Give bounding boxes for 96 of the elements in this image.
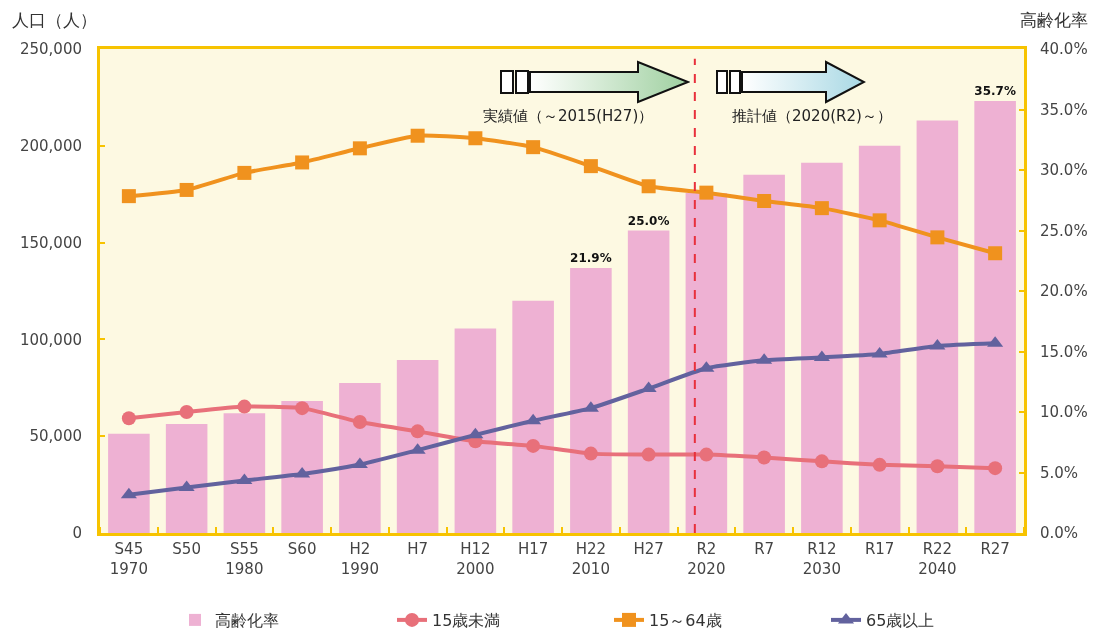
bar (396, 359, 439, 533)
x-tick-label: R27 (980, 540, 1010, 558)
point (295, 401, 310, 416)
x-tick-label: H7 (407, 540, 429, 558)
point (410, 424, 425, 439)
point (525, 413, 542, 425)
point (641, 179, 656, 194)
x-tick-label: R12 2030 (802, 540, 841, 578)
x-tick-label: S45 1970 (109, 540, 148, 578)
point (872, 457, 887, 472)
point (871, 346, 888, 358)
bar (281, 401, 323, 533)
point (467, 427, 484, 439)
x-tick-label: H27 (633, 540, 664, 558)
bar (685, 192, 728, 533)
x-tick-label: H22 2010 (571, 540, 610, 578)
x-tick-label: S60 (287, 540, 317, 558)
bar (108, 433, 150, 533)
point (237, 165, 252, 180)
y-tick-label: 0 (72, 524, 82, 543)
point (930, 459, 945, 474)
point (988, 246, 1003, 261)
point (294, 466, 311, 478)
y-tick-label: 250,000 (19, 40, 82, 59)
point (120, 487, 137, 499)
point (121, 411, 136, 426)
point (526, 438, 541, 453)
y-tick-label: 200,000 (19, 137, 82, 156)
legend-label: 15歳未満 (432, 611, 501, 631)
bar (627, 230, 670, 533)
y2-tick-label: 15.0% (1040, 342, 1088, 361)
point (814, 201, 829, 216)
annotation: 推計値（2020(R2)～） (732, 107, 892, 125)
point (930, 230, 945, 245)
point (641, 447, 656, 462)
y2-tick-label: 0.0% (1040, 524, 1079, 543)
x-tick-label: R2 2020 (687, 540, 726, 578)
y-tick-label: 50,000 (29, 427, 82, 446)
point (179, 182, 194, 197)
legend-label: 65歳以上 (866, 611, 935, 631)
point (814, 454, 829, 469)
point (410, 128, 425, 143)
point (757, 450, 772, 465)
point (929, 338, 946, 350)
data-label: 25.0% (627, 213, 670, 228)
y2-axis-title: 高齢化率 (1020, 10, 1088, 30)
data-label: 21.9% (570, 251, 612, 266)
bar (454, 328, 497, 533)
point (236, 473, 253, 485)
x-tick-label: S55 1980 (225, 540, 264, 578)
y2-tick-label: 40.0% (1040, 40, 1088, 59)
bar (858, 145, 901, 533)
point (295, 155, 310, 170)
point (468, 131, 483, 146)
point (179, 405, 194, 419)
point (526, 140, 541, 155)
data-label: 35.7% (974, 84, 1016, 99)
point (121, 189, 136, 204)
y-tick-label: 150,000 (19, 233, 82, 252)
y2-tick-label: 20.0% (1040, 282, 1088, 301)
legend-label: 15～64歳 (649, 611, 722, 631)
y-axis-title: 人口（人） (12, 10, 97, 30)
y2-tick-label: 5.0% (1040, 463, 1079, 482)
x-tick-label: R17 (864, 540, 895, 558)
y2-tick-label: 25.0% (1040, 221, 1088, 240)
point (352, 415, 367, 430)
point (699, 185, 714, 200)
x-tick-label: H2 1990 (340, 540, 379, 578)
bar (974, 101, 1016, 533)
bar (801, 162, 843, 533)
point (699, 447, 714, 462)
point (583, 159, 598, 174)
x-tick-label: R7 (754, 540, 775, 558)
x-tick-label: H12 2000 (456, 540, 495, 578)
bar (339, 382, 381, 533)
y2-tick-label: 30.0% (1040, 161, 1088, 180)
y-tick-label: 100,000 (19, 330, 82, 349)
bar (743, 174, 785, 533)
y2-tick-label: 10.0% (1040, 403, 1088, 422)
point (352, 141, 367, 156)
y2-tick-label: 35.0% (1040, 100, 1088, 119)
bar (165, 424, 208, 533)
point (988, 461, 1003, 476)
point (583, 446, 598, 461)
point (237, 399, 252, 414)
annotation: 実績値（～2015(H27)） (483, 107, 654, 125)
point (757, 193, 772, 208)
bar (223, 413, 266, 533)
legend-label: 高齢化率 (215, 611, 279, 631)
bar (512, 300, 554, 533)
x-tick-label: S50 (172, 540, 201, 558)
x-tick-label: H17 (517, 540, 549, 558)
bar (570, 268, 612, 533)
point (872, 213, 887, 228)
x-tick-label: R22 2040 (918, 540, 957, 578)
bar (916, 120, 959, 533)
